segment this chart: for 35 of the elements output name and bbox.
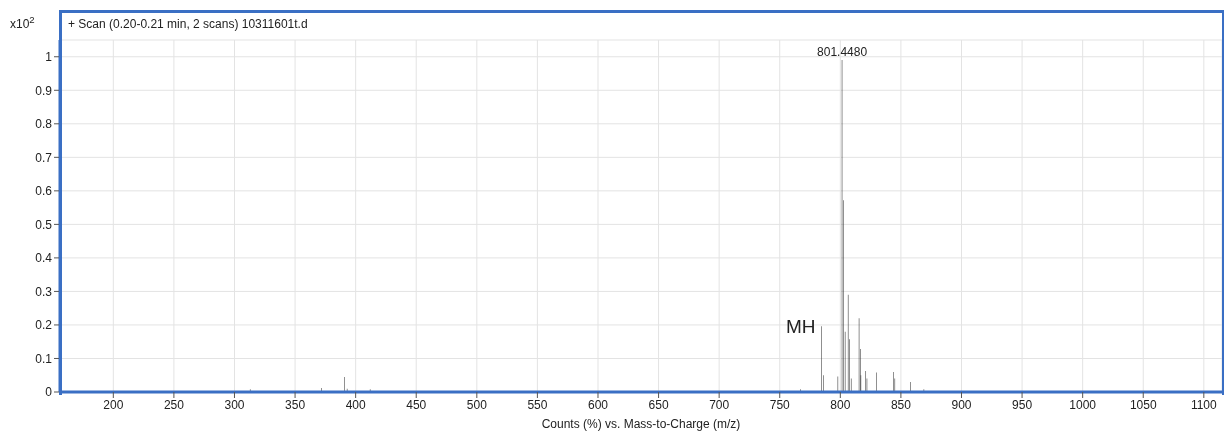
annotation: 801.4480 <box>817 45 868 60</box>
x-tick-label: 350 <box>285 397 306 412</box>
y-tick-label: 0.6 <box>35 184 53 199</box>
x-tick-label: 700 <box>709 397 730 412</box>
y-tick-label: 0.3 <box>35 284 53 299</box>
x-tick-label: 750 <box>769 397 791 412</box>
x-tick-label: 650 <box>648 397 669 412</box>
x-tick-label: 400 <box>345 397 366 412</box>
x-tick-label: 950 <box>1012 397 1033 412</box>
x-tick-label: 850 <box>890 397 912 412</box>
x-tick-label: 800 <box>830 397 851 412</box>
y-tick-label: 1 <box>45 50 53 65</box>
y-tick-label: 0.9 <box>35 83 53 98</box>
y-tick-label: 0.5 <box>35 217 53 232</box>
y-tick-label: 0.7 <box>35 150 53 165</box>
y-tick-label: 0.4 <box>35 251 53 266</box>
y-tick-label: 0.1 <box>35 351 53 366</box>
x-tick-label: 300 <box>224 397 245 412</box>
x-tick-label: 600 <box>587 397 609 412</box>
y-tick-label: 0.2 <box>35 318 53 333</box>
x-tick-label: 500 <box>466 397 488 412</box>
y-tick-label: 0.8 <box>35 117 53 132</box>
annotation: MH <box>785 316 816 338</box>
x-tick-label: 1000 <box>1069 397 1097 412</box>
x-tick-label: 200 <box>103 397 124 412</box>
chart-title: + Scan (0.20-0.21 min, 2 scans) 10311601t.d <box>68 17 308 31</box>
x-axis-title: Counts (%) vs. Mass-to-Charge (m/z) <box>541 417 741 431</box>
x-tick-label: 1050 <box>1129 397 1157 412</box>
x-tick-label: 900 <box>951 397 972 412</box>
x-tick-label: 1100 <box>1190 397 1218 412</box>
x-tick-label: 450 <box>406 397 427 412</box>
x-tick-label: 550 <box>527 397 548 412</box>
y-tick-label: 0 <box>45 385 53 400</box>
y-axis-title: x10$^{2}$ <box>10 13 35 31</box>
x-tick-label: 250 <box>163 397 185 412</box>
